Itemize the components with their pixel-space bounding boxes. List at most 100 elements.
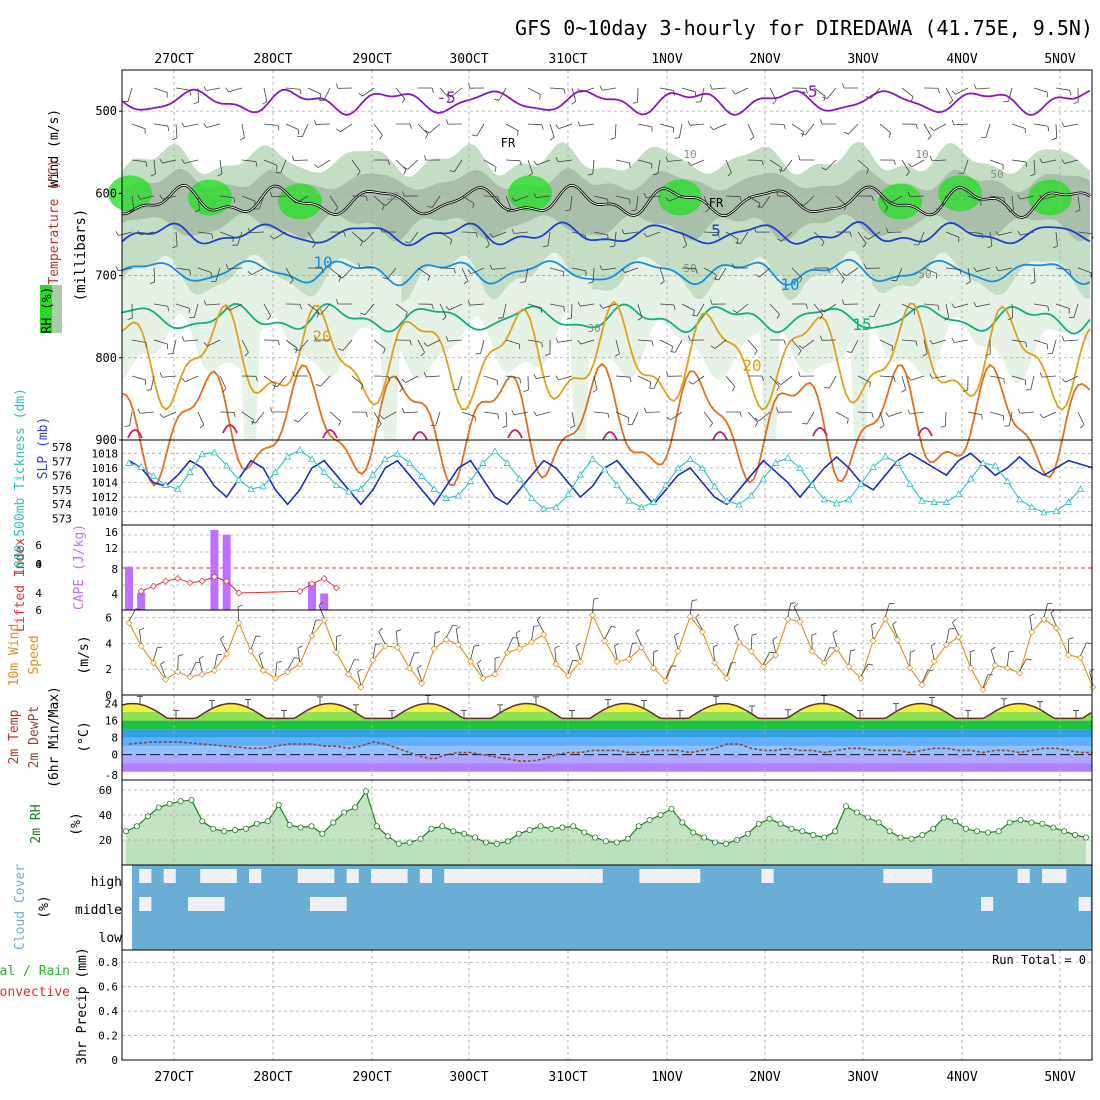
wind-barb — [483, 159, 497, 168]
wind-barb-flag — [652, 173, 658, 175]
wind-barb — [835, 267, 845, 280]
precip-axis-label: 3hr Precip (mm) — [75, 947, 90, 1064]
precip-legend-convective: Convective — [0, 985, 70, 1000]
rh-point — [199, 818, 206, 825]
wind-barb — [237, 231, 243, 246]
temp-axis-label-1: 2m Temp — [7, 709, 22, 764]
wind-barb-flag — [735, 242, 741, 245]
wind-barb — [1051, 339, 1057, 354]
rh-point — [493, 840, 500, 847]
wind-barb-flag — [124, 425, 130, 427]
thickness-point — [662, 481, 670, 489]
wind-barb — [954, 303, 969, 309]
wind-barb-flag — [709, 84, 713, 90]
wind-barb — [769, 303, 780, 315]
wind-barb — [955, 87, 969, 95]
wind-barb — [1020, 195, 1035, 200]
wind-barb-flag — [1047, 126, 1050, 132]
wind-barb-flag — [563, 88, 566, 94]
rh-2m-unit: (%) — [69, 812, 84, 835]
wind-barb-flag — [910, 96, 914, 102]
li-tick: 6 — [35, 539, 42, 552]
wind-barb — [311, 620, 317, 634]
wind-speed-point — [1016, 669, 1024, 677]
wind-barb — [1008, 411, 1013, 426]
wind-barb-flag — [450, 239, 453, 245]
wind-barb-flag — [1017, 230, 1021, 236]
wind-barb — [417, 667, 423, 682]
wind-barb — [175, 267, 190, 271]
wind-barb — [1033, 123, 1048, 127]
wind-barb — [932, 339, 947, 345]
wind-barb-flag — [220, 635, 225, 640]
wind-barb-flag — [497, 196, 500, 202]
wind-barb-flag — [181, 336, 185, 342]
wind-barb-flag — [754, 350, 758, 356]
wind-speed-point — [1089, 683, 1097, 691]
rh-point — [864, 814, 871, 821]
cloud-clear-cell — [1017, 869, 1030, 883]
cloud-clear-cell — [139, 897, 152, 911]
wind-barb — [536, 159, 551, 166]
wind-barb-flag — [651, 340, 654, 347]
thickness-point — [991, 461, 999, 469]
wind-barb-flag — [446, 119, 449, 125]
lifted-index-point — [149, 582, 157, 590]
wind-speed-point — [711, 659, 719, 667]
thickness-tick: 574 — [52, 498, 72, 511]
wind-barb-flag — [843, 205, 847, 211]
wind-speed-point — [1052, 624, 1060, 632]
isotherm-30-tick — [412, 431, 428, 441]
wind-barb — [1042, 159, 1057, 164]
wind-barb-flag — [1069, 269, 1072, 275]
wind-barb — [318, 605, 325, 619]
cape-bar — [125, 566, 133, 610]
wind-barb — [160, 664, 166, 678]
date-label-bottom: 5NOV — [1044, 1070, 1075, 1085]
wind-barb-flag — [665, 197, 670, 202]
wind-barb — [457, 375, 463, 390]
wind-barb — [848, 123, 859, 135]
rh-point — [384, 833, 391, 840]
rh-point — [744, 830, 751, 837]
rh-point — [712, 839, 719, 846]
rh-point — [286, 822, 293, 829]
wind-barb-flag — [648, 387, 654, 389]
wind-barb-flag — [494, 98, 500, 101]
wind-barb-flag — [360, 241, 363, 246]
precip-tick: 0.8 — [98, 956, 118, 969]
wind-speed-point — [576, 658, 584, 666]
wind-barb-flag — [822, 96, 828, 100]
cloud-clear-cell — [346, 869, 359, 883]
wind-barb — [945, 231, 960, 238]
wind-barb — [901, 339, 916, 342]
wind-barb-flag — [931, 642, 936, 647]
wind-barb-flag — [1030, 281, 1036, 285]
wind-barb — [1055, 267, 1070, 271]
wind-barb-flag — [452, 624, 458, 627]
wind-barb — [967, 195, 982, 202]
wind-barb-flag — [959, 269, 962, 275]
li-tick: 4 — [35, 558, 42, 571]
wind-barb — [954, 339, 969, 343]
wind-barb-flag — [380, 227, 383, 233]
wind-barb — [505, 123, 519, 132]
wind-barb — [835, 411, 849, 420]
wind-barb-flag — [727, 172, 732, 177]
rh-point — [166, 800, 173, 807]
wind-barb — [725, 195, 741, 197]
wind-barb — [675, 339, 683, 353]
wind-barb — [1055, 303, 1070, 309]
wind-barb — [911, 159, 925, 168]
wind-barb-flag — [799, 277, 803, 283]
thickness-point — [442, 494, 450, 502]
wind-barb — [946, 628, 950, 643]
wind-barb-flag — [674, 137, 680, 139]
wind-barb — [492, 267, 507, 270]
wind-barb — [449, 303, 463, 311]
wind-barb-flag — [313, 119, 317, 125]
wind-barb-flag — [981, 233, 984, 239]
isotherm-m5 — [121, 88, 1091, 116]
wind-barb — [241, 123, 245, 138]
rh-point — [515, 830, 522, 837]
